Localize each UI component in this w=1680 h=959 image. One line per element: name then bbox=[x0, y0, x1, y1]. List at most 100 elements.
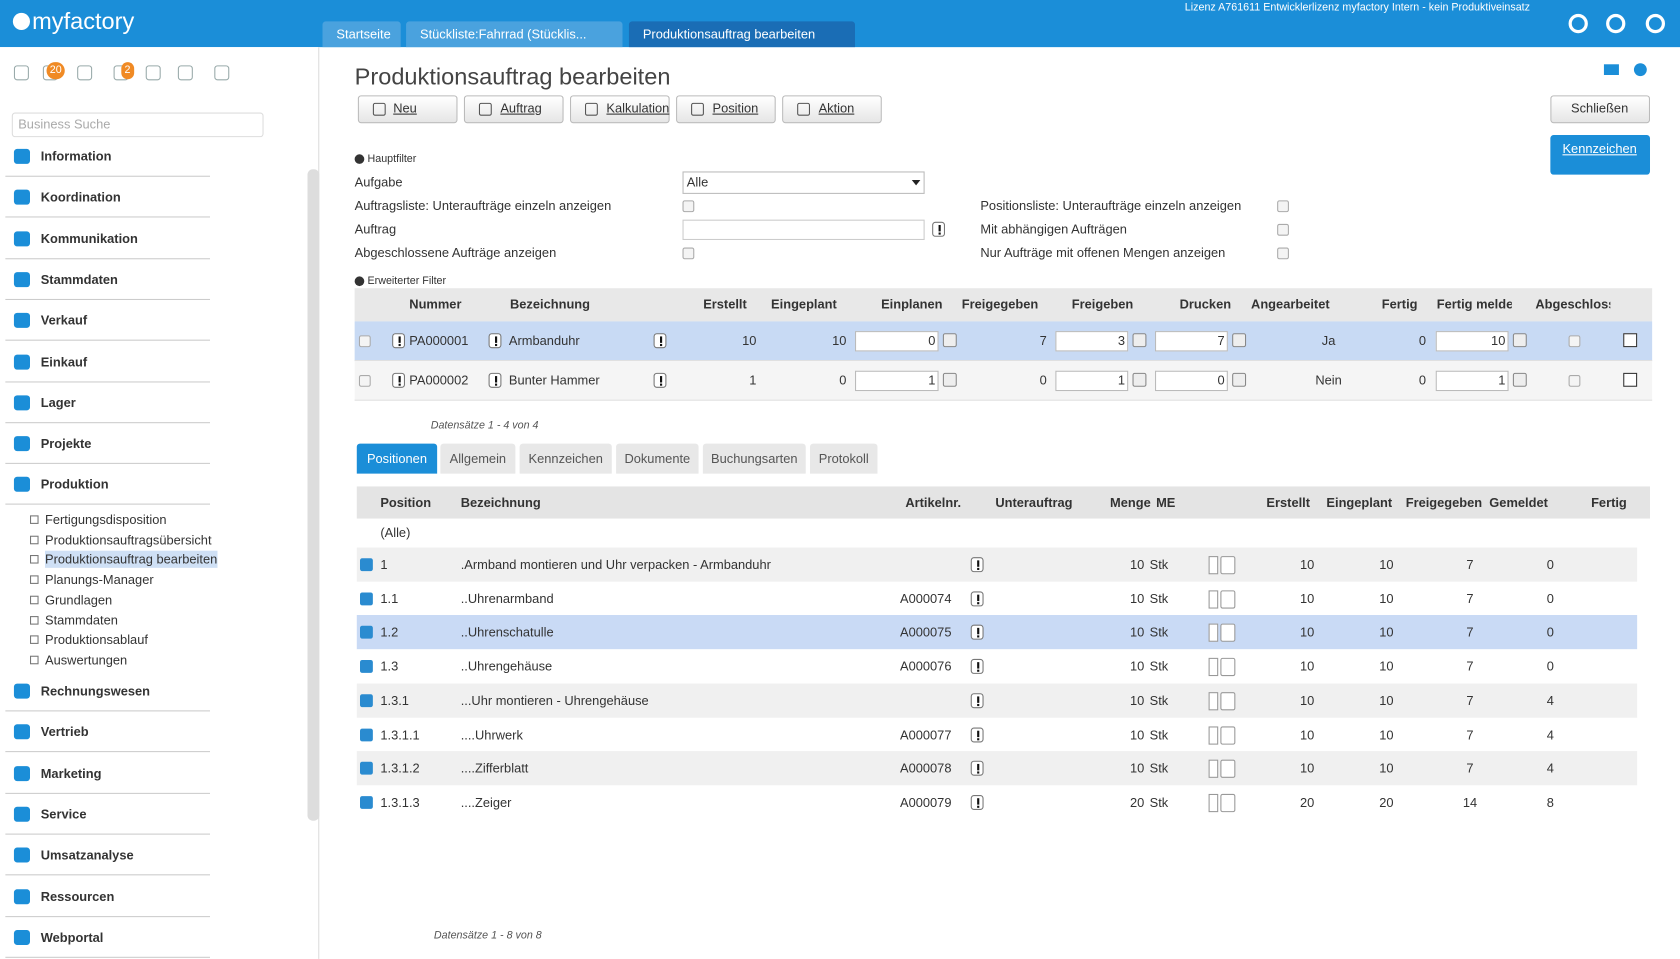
menu-item[interactable]: Marketing bbox=[41, 765, 102, 782]
cell-button[interactable] bbox=[1232, 373, 1246, 387]
checkbox[interactable] bbox=[683, 248, 695, 260]
cell-button[interactable] bbox=[943, 373, 957, 387]
cell-button[interactable] bbox=[1220, 794, 1235, 812]
submenu-item[interactable]: Auswertungen bbox=[45, 651, 127, 668]
checkbox[interactable] bbox=[1277, 224, 1289, 236]
menu-item[interactable]: Kommunikation bbox=[41, 230, 138, 247]
submenu-item[interactable]: Planungs-Manager bbox=[45, 571, 154, 588]
cell-button[interactable] bbox=[1209, 556, 1219, 574]
checkbox[interactable] bbox=[1277, 200, 1289, 212]
checkbox[interactable] bbox=[359, 375, 371, 387]
column-header[interactable]: Artikelnr. bbox=[905, 494, 961, 511]
column-header[interactable]: ME bbox=[1156, 494, 1175, 511]
delete-button[interactable] bbox=[1623, 333, 1637, 347]
grid-row[interactable] bbox=[357, 717, 1637, 751]
menu-item[interactable]: Projekte bbox=[41, 435, 92, 452]
menu-item[interactable]: Stammdaten bbox=[41, 271, 118, 288]
toolbar-icon[interactable] bbox=[178, 65, 193, 80]
menu-item[interactable]: Service bbox=[41, 806, 87, 823]
submenu-item[interactable]: Produktionsauftrag bearbeiten bbox=[45, 551, 217, 568]
column-header[interactable]: Abgeschlosse bbox=[1535, 296, 1610, 313]
cell-button[interactable] bbox=[1220, 624, 1235, 642]
menu-item[interactable]: Webportal bbox=[41, 929, 104, 946]
menu-item[interactable]: Verkauf bbox=[41, 312, 87, 329]
grid-row[interactable] bbox=[357, 751, 1637, 785]
toolbar-icon[interactable] bbox=[214, 65, 229, 80]
menu-item[interactable]: Einkauf bbox=[41, 353, 87, 370]
column-header[interactable]: Fertig melde bbox=[1437, 296, 1512, 313]
toggle-icon[interactable] bbox=[355, 276, 365, 286]
column-header[interactable]: Erstellt bbox=[1266, 494, 1310, 511]
checkbox[interactable] bbox=[1569, 375, 1581, 387]
cell-button[interactable] bbox=[1220, 590, 1235, 608]
text-input[interactable] bbox=[683, 220, 925, 240]
cell-button[interactable] bbox=[1220, 692, 1235, 710]
cell-button[interactable] bbox=[1209, 624, 1219, 642]
menu-item[interactable]: Umsatzanalyse bbox=[41, 847, 134, 864]
delete-button[interactable] bbox=[1623, 373, 1637, 387]
cell-button[interactable] bbox=[1232, 333, 1246, 347]
cell-button[interactable] bbox=[1133, 373, 1147, 387]
toolbar-icon[interactable] bbox=[77, 65, 92, 80]
column-header[interactable]: Position bbox=[380, 494, 431, 511]
cell-button[interactable] bbox=[1513, 333, 1527, 347]
column-header[interactable]: Drucken bbox=[1180, 296, 1231, 313]
submenu-item[interactable]: Produktionsauftragsübersicht bbox=[45, 531, 212, 548]
submenu-item[interactable]: Stammdaten bbox=[45, 611, 118, 628]
cell-button[interactable] bbox=[1133, 333, 1147, 347]
column-header[interactable]: Bezeichnung bbox=[461, 494, 541, 511]
column-header[interactable]: Nummer bbox=[409, 296, 461, 313]
toolbar-icon[interactable] bbox=[14, 65, 29, 80]
submenu-item[interactable]: Grundlagen bbox=[45, 591, 112, 608]
menu-item[interactable]: Information bbox=[41, 148, 112, 165]
toggle-icon[interactable] bbox=[355, 154, 365, 164]
grid-row[interactable] bbox=[357, 785, 1637, 819]
column-header[interactable]: Freigegeben bbox=[1406, 494, 1482, 511]
cell-button[interactable] bbox=[1209, 658, 1219, 676]
column-header[interactable]: Angearbeitet bbox=[1251, 296, 1330, 313]
column-header[interactable]: Eingeplant bbox=[1326, 494, 1392, 511]
checkbox[interactable] bbox=[683, 200, 695, 212]
number-input[interactable] bbox=[855, 331, 939, 351]
column-header[interactable]: Freigegeben bbox=[962, 296, 1038, 313]
checkbox[interactable] bbox=[1569, 335, 1581, 347]
cell-button[interactable] bbox=[1513, 373, 1527, 387]
column-header[interactable]: Bezeichnung bbox=[510, 296, 590, 313]
menu-item[interactable]: Produktion bbox=[41, 476, 109, 493]
checkbox[interactable] bbox=[1277, 248, 1289, 260]
column-header[interactable]: Erstellt bbox=[703, 296, 747, 313]
cell-button[interactable] bbox=[1220, 760, 1235, 778]
column-header[interactable]: Unterauftrag bbox=[995, 494, 1072, 511]
menu-item[interactable]: Koordination bbox=[41, 189, 121, 206]
number-input[interactable] bbox=[855, 371, 939, 391]
header-icon[interactable] bbox=[1606, 14, 1625, 33]
menu-item[interactable]: Vertrieb bbox=[41, 724, 89, 741]
submenu-item[interactable]: Fertigungsdisposition bbox=[45, 511, 167, 528]
select[interactable] bbox=[683, 171, 925, 194]
cell-button[interactable] bbox=[1220, 658, 1235, 676]
cell-button[interactable] bbox=[1209, 590, 1219, 608]
menu-item[interactable]: Rechnungswesen bbox=[41, 683, 150, 700]
column-header[interactable]: Eingeplant bbox=[771, 296, 837, 313]
cell-button[interactable] bbox=[1220, 556, 1235, 574]
cell-button[interactable] bbox=[1209, 726, 1219, 744]
menu-item[interactable]: Lager bbox=[41, 394, 76, 411]
menu-item[interactable]: Ressourcen bbox=[41, 888, 115, 905]
column-header[interactable]: Menge bbox=[1110, 494, 1151, 511]
header-icon[interactable] bbox=[1569, 14, 1588, 33]
column-header[interactable]: Fertig bbox=[1382, 296, 1418, 313]
cell-button[interactable] bbox=[1209, 692, 1219, 710]
tab-label: Kennzeichen bbox=[529, 450, 603, 467]
column-header[interactable]: Einplanen bbox=[881, 296, 942, 313]
header-icon[interactable] bbox=[1646, 14, 1665, 33]
cell-button[interactable] bbox=[1209, 760, 1219, 778]
checkbox[interactable] bbox=[359, 335, 371, 347]
cell-button[interactable] bbox=[943, 333, 957, 347]
column-header[interactable]: Fertig bbox=[1591, 494, 1627, 511]
submenu-item[interactable]: Produktionsablauf bbox=[45, 631, 148, 648]
column-header[interactable]: Gemeldet bbox=[1489, 494, 1548, 511]
cell-button[interactable] bbox=[1209, 794, 1219, 812]
column-header[interactable]: Freigeben bbox=[1072, 296, 1133, 313]
toolbar-icon[interactable] bbox=[146, 65, 161, 80]
cell-button[interactable] bbox=[1220, 726, 1235, 744]
